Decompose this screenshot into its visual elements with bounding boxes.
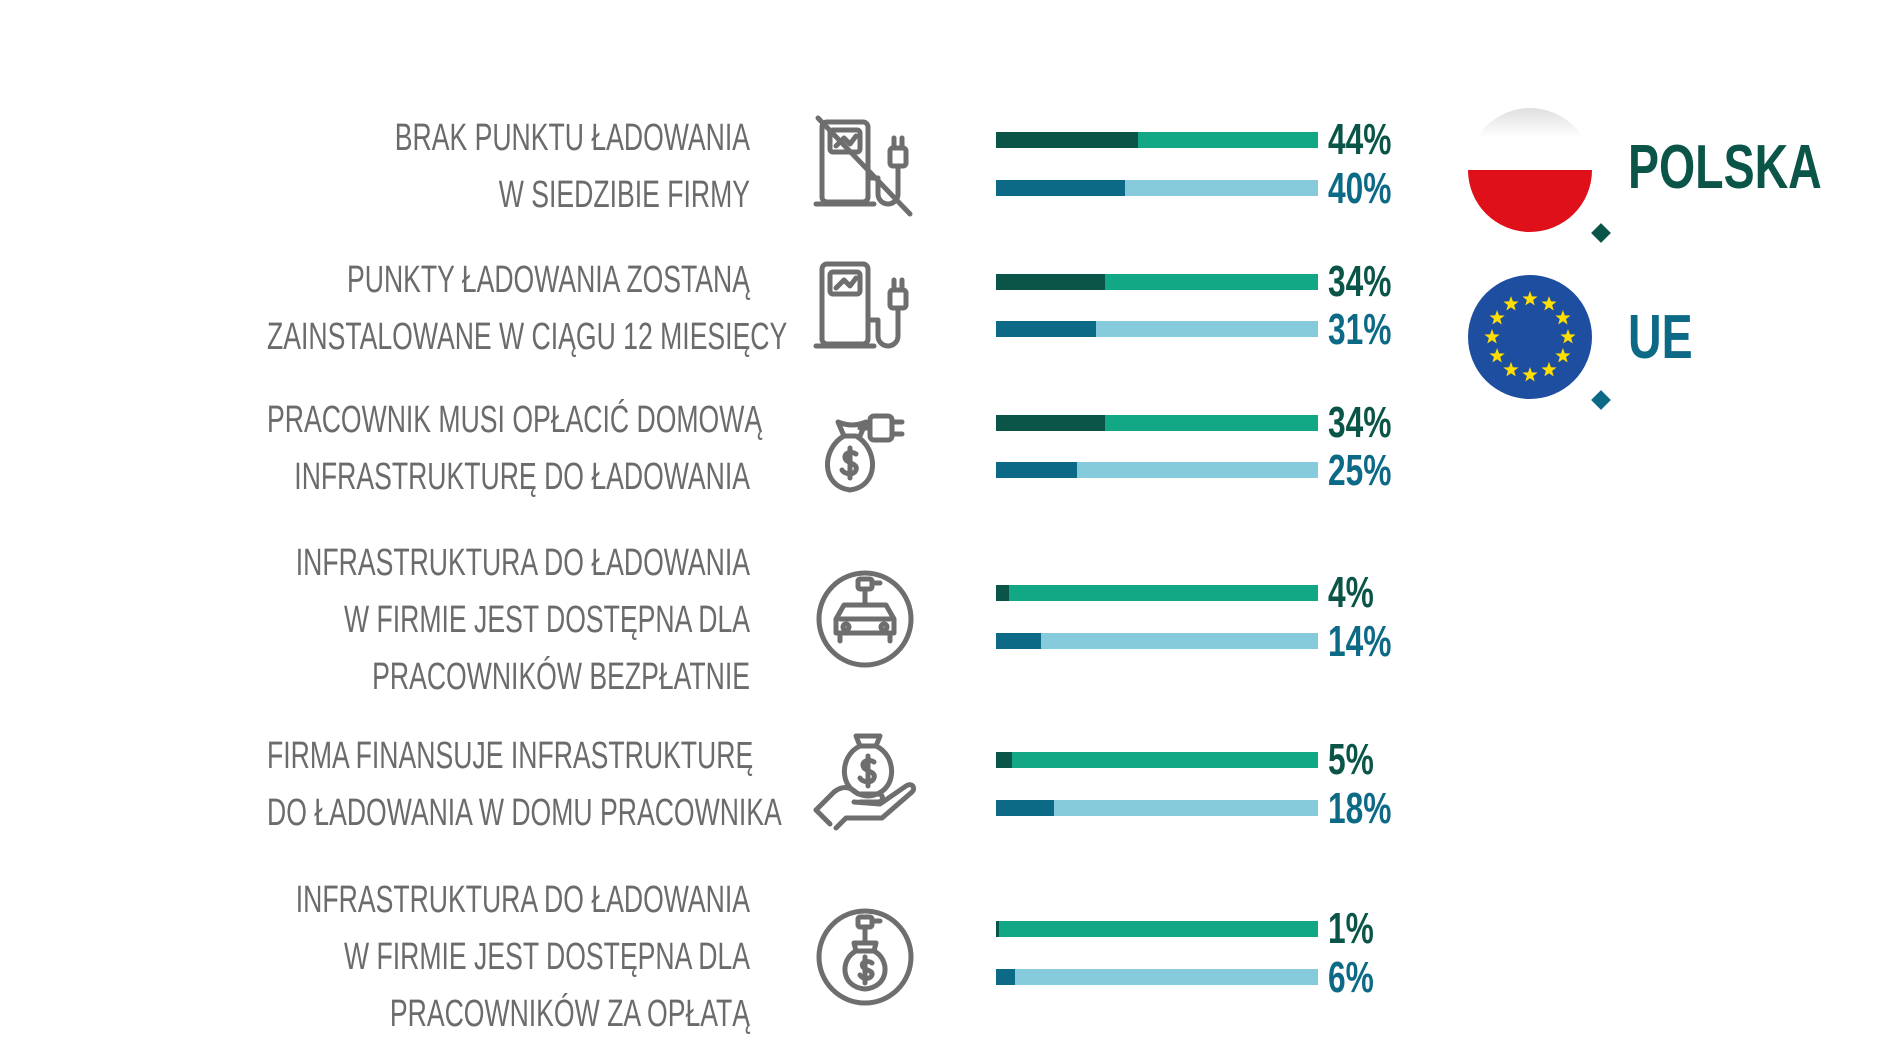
- row-label-line: PRACOWNIK MUSI OPŁACIĆ DOMOWĄ: [267, 399, 763, 441]
- pl-bar-track: [996, 585, 1318, 601]
- eu-star-icon: [1503, 296, 1519, 311]
- eu-star-icon: [1541, 296, 1557, 311]
- eu-star-icon: [1555, 310, 1571, 325]
- no-charging-station-icon: [813, 115, 913, 217]
- eu-star-icon: [1503, 361, 1519, 377]
- legend-label-pl: POLSKA: [1628, 133, 1822, 202]
- row-label-5: INFRASTRUKTURA DO ŁADOWANIA W FIRMIE JES…: [267, 872, 750, 1043]
- row-label-line: INFRASTRUKTURĘ DO ŁADOWANIA: [294, 456, 750, 498]
- eu-flag-icon: [1468, 275, 1592, 399]
- row-label-line: INFRASTRUKTURA DO ŁADOWANIA: [295, 542, 750, 584]
- row-label-1: PUNKTY ŁADOWANIA ZOSTANĄ ZAINSTALOWANE W…: [267, 252, 788, 366]
- row-label-line: DO ŁADOWANIA W DOMU PRACOWNIKA: [267, 792, 782, 834]
- eu-bar: [996, 969, 1016, 985]
- eu-star-icon: [1489, 310, 1505, 325]
- eu-star-icon: [1555, 348, 1571, 363]
- charging-station-icon: [813, 261, 909, 349]
- eu-star-icon: [1541, 361, 1557, 377]
- pl-bar-track: [996, 752, 1318, 768]
- eu-value-label: 14%: [1328, 617, 1392, 666]
- money-bag-plug-icon: [825, 413, 905, 493]
- pl-bar: [996, 415, 1106, 431]
- eu-value-label: 25%: [1328, 446, 1392, 495]
- pl-bar: [996, 274, 1106, 290]
- row-label-line: ZAINSTALOWANE W CIĄGU 12 MIESIĘCY: [267, 316, 788, 358]
- row-label-line: W SIEDZIBIE FIRMY: [498, 174, 750, 216]
- eu-value-label: 18%: [1328, 784, 1392, 833]
- eu-bar-track: [996, 969, 1318, 985]
- pl-bar: [996, 585, 1009, 601]
- pl-bar: [996, 132, 1138, 148]
- poland-flag-icon: [1468, 108, 1592, 232]
- eu-bar: [996, 633, 1042, 649]
- eu-star-icon: [1522, 291, 1538, 306]
- pl-value-label: 34%: [1328, 398, 1392, 447]
- eu-star-icon: [1489, 348, 1505, 363]
- row-label-0: BRAK PUNKTU ŁADOWANIA W SIEDZIBIE FIRMY: [267, 110, 750, 224]
- legend-label-eu: UE: [1628, 303, 1693, 372]
- pl-value-label: 44%: [1328, 115, 1392, 164]
- eu-bar-track: [996, 180, 1318, 196]
- row-label-2: PRACOWNIK MUSI OPŁACIĆ DOMOWĄ INFRASTRUK…: [267, 392, 763, 506]
- eu-bar: [996, 800, 1054, 816]
- eu-bar-track: [996, 321, 1318, 337]
- pl-bar-track: [996, 132, 1318, 148]
- eu-star-icon: [1522, 367, 1538, 382]
- row-label-line: FIRMA FINANSUJE INFRASTRUKTURĘ: [267, 735, 754, 777]
- paid-plug-icon: [816, 908, 914, 1006]
- eu-bar: [996, 462, 1077, 478]
- row-label-line: PRACOWNIKÓW ZA OPŁATĄ: [389, 993, 750, 1035]
- eu-bar: [996, 180, 1125, 196]
- pl-bar-track: [996, 274, 1318, 290]
- eu-star-icon: [1484, 329, 1500, 344]
- row-label-line: PRACOWNIKÓW BEZPŁATNIE: [372, 656, 750, 698]
- row-label-line: BRAK PUNKTU ŁADOWANIA: [394, 117, 750, 159]
- row-label-line: W FIRMIE JEST DOSTĘPNA DLA: [344, 936, 750, 978]
- pl-bar-track: [996, 921, 1318, 937]
- eu-bar: [996, 321, 1096, 337]
- row-label-4: FIRMA FINANSUJE INFRASTRUKTURĘ DO ŁADOWA…: [267, 728, 782, 842]
- eu-value-label: 6%: [1328, 953, 1374, 1002]
- pl-value-label: 1%: [1328, 904, 1374, 953]
- hand-money-bag-icon: [813, 733, 917, 831]
- row-label-3: INFRASTRUKTURA DO ŁADOWANIA W FIRMIE JES…: [267, 535, 750, 706]
- eu-bar-track: [996, 633, 1318, 649]
- pl-value-label: 5%: [1328, 735, 1374, 784]
- eu-bar-track: [996, 462, 1318, 478]
- eu-bar-track: [996, 800, 1318, 816]
- row-label-line: W FIRMIE JEST DOSTĘPNA DLA: [344, 599, 750, 641]
- pl-bar: [996, 752, 1013, 768]
- pl-value-label: 34%: [1328, 257, 1392, 306]
- row-label-line: PUNKTY ŁADOWANIA ZOSTANĄ: [346, 259, 750, 301]
- eu-value-label: 40%: [1328, 164, 1392, 213]
- pl-bar-track: [996, 415, 1318, 431]
- eu-star-icon: [1560, 329, 1576, 344]
- row-label-line: INFRASTRUKTURA DO ŁADOWANIA: [295, 879, 750, 921]
- pl-bar: [996, 921, 1000, 937]
- pl-value-label: 4%: [1328, 568, 1374, 617]
- eu-value-label: 31%: [1328, 305, 1392, 354]
- electric-car-icon: [816, 570, 914, 668]
